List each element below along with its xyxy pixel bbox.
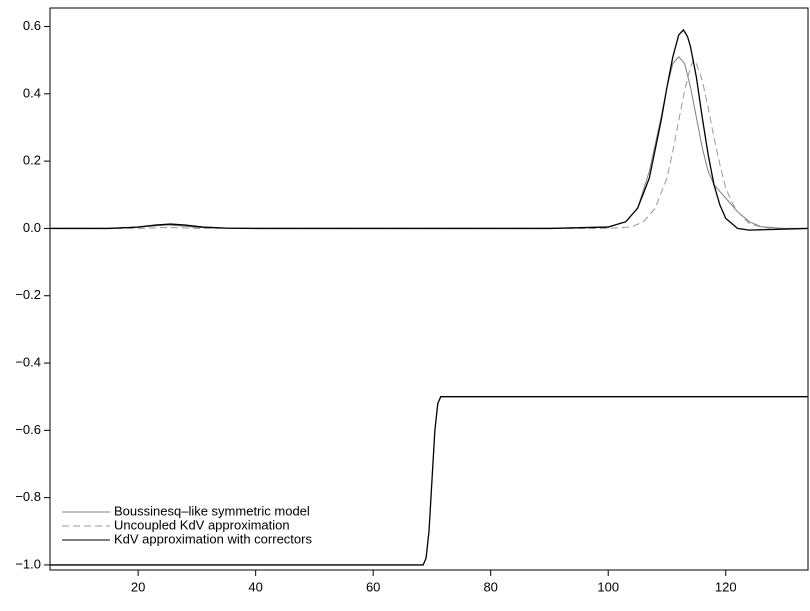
y-tick-label: 0.0 (23, 220, 41, 235)
legend-label: Boussinesq–like symmetric model (114, 503, 310, 518)
series-line (50, 56, 808, 229)
y-tick-label: −0.4 (15, 354, 41, 369)
y-tick-label: −1.0 (15, 556, 41, 571)
legend-label: Uncoupled KdV approximation (114, 517, 290, 532)
series-line (50, 396, 808, 566)
x-tick-label: 80 (483, 579, 497, 594)
y-tick-label: −0.8 (15, 489, 41, 504)
series-line (50, 59, 808, 229)
x-tick-label: 20 (131, 579, 145, 594)
legend-label: KdV approximation with correctors (114, 531, 312, 546)
plot-frame (49, 7, 809, 571)
y-tick-label: −0.2 (15, 287, 41, 302)
y-tick-label: 0.6 (23, 18, 41, 33)
y-tick-label: 0.2 (23, 153, 41, 168)
x-tick-label: 100 (597, 579, 619, 594)
y-tick-label: 0.4 (23, 85, 41, 100)
x-tick-label: 120 (715, 579, 737, 594)
x-tick-label: 60 (366, 579, 380, 594)
x-tick-label: 40 (248, 579, 262, 594)
series-line (50, 28, 809, 231)
y-tick-label: −0.6 (15, 422, 41, 437)
